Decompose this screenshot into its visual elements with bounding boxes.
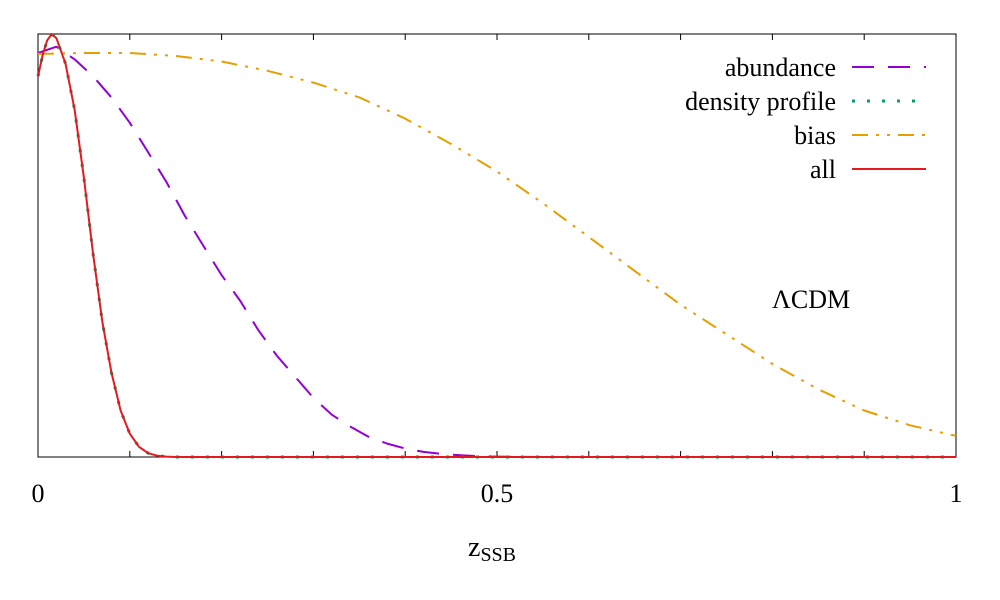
series-line-all (37, 33, 956, 458)
legend: abundance density profile bias all (685, 53, 926, 184)
legend-label: density profile (685, 87, 836, 116)
legend-label: abundance (725, 53, 836, 82)
x-tick-label: 1 (950, 479, 963, 508)
series-line-bias (37, 52, 957, 437)
chart-annotation: ΛCDM (772, 285, 850, 314)
x-tick-label: 0 (32, 479, 45, 508)
x-axis-label-sub: SSB (480, 544, 516, 566)
x-axis-label: zSSB (468, 532, 516, 566)
x-axis-label-main: z (468, 532, 480, 563)
legend-label: all (810, 155, 836, 184)
legend-label: bias (794, 121, 836, 150)
series-lines (36, 32, 957, 459)
x-tick-labels: 0 0.5 1 (32, 479, 963, 508)
x-tick-label: 0.5 (481, 479, 514, 508)
